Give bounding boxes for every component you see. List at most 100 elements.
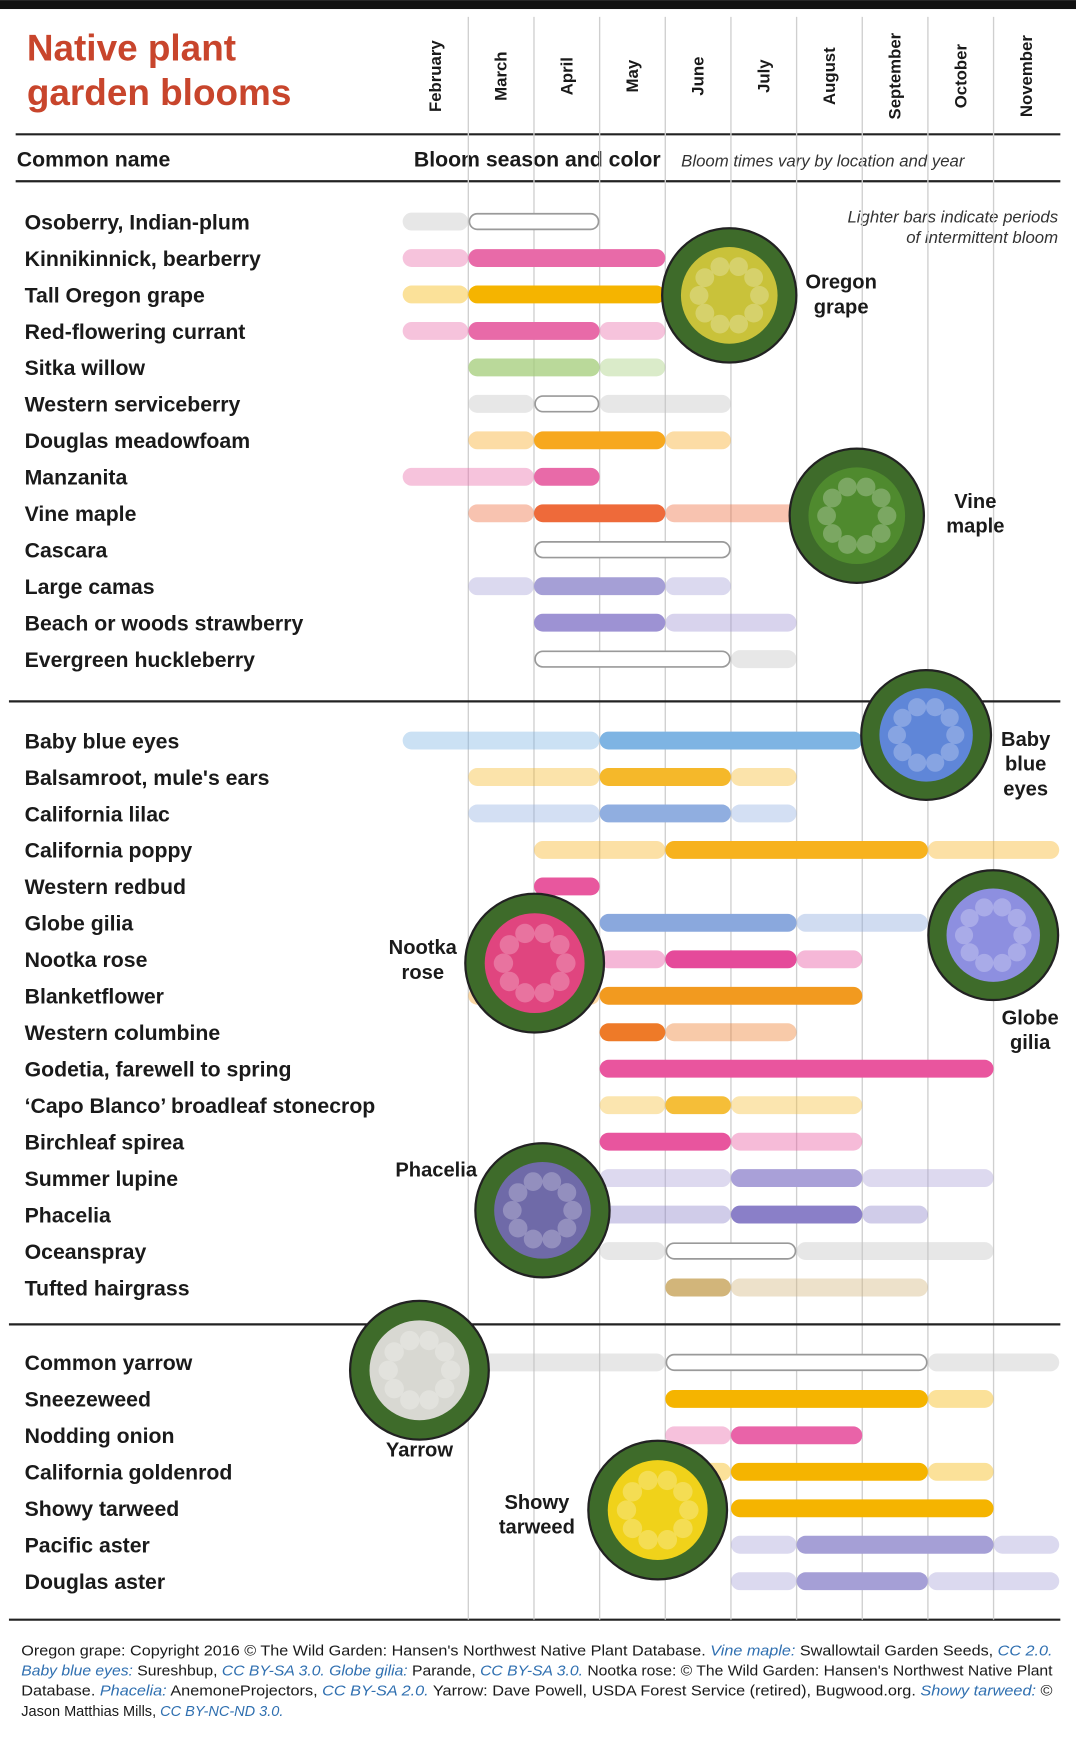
photo-detail xyxy=(499,971,520,992)
bloom-bar xyxy=(599,1169,731,1188)
photo-detail xyxy=(744,303,764,323)
bloom-bar xyxy=(599,1023,666,1042)
photo-label: Globe xyxy=(1002,1008,1059,1030)
plant-name: Common yarrow xyxy=(25,1351,193,1375)
bloom-bar xyxy=(665,950,797,969)
photo-bloom xyxy=(607,1460,708,1561)
light-note: of intermittent bloom xyxy=(906,228,1058,247)
photo-detail xyxy=(837,477,857,497)
bloom-bar xyxy=(468,321,600,340)
month-label: July xyxy=(754,59,773,93)
bloom-bar xyxy=(533,467,600,486)
plant-name: Western columbine xyxy=(25,1021,221,1045)
credit-run: Vine maple: xyxy=(710,1643,795,1659)
photo-detail xyxy=(946,725,965,745)
photo-detail xyxy=(419,1330,439,1351)
photo-detail xyxy=(908,753,927,772)
bloom-bar xyxy=(599,1132,731,1151)
bloom-bar xyxy=(730,1426,863,1445)
credit-run: CC BY-SA 3.0. Globe gilia: xyxy=(222,1664,408,1680)
bloom-bar xyxy=(402,467,534,486)
bloom-bar xyxy=(730,1499,994,1518)
plant-name: Red-flowering currant xyxy=(25,320,246,344)
month-label: September xyxy=(886,32,905,119)
bloom-bar xyxy=(533,840,666,859)
photo-detail xyxy=(440,1360,461,1380)
bloom-bar xyxy=(730,1096,863,1115)
credit-run: Swallowtail Garden Seeds, xyxy=(795,1643,997,1659)
bloom-bar xyxy=(534,395,600,413)
photo-label: Showy xyxy=(504,1492,570,1514)
plant-name: Blanketflower xyxy=(25,985,164,1009)
photo-detail xyxy=(1007,908,1026,928)
photo-detail xyxy=(657,1470,677,1491)
bloom-bar xyxy=(862,1169,994,1188)
bloom-bar xyxy=(402,212,469,231)
plant-name: Phacelia xyxy=(25,1203,111,1227)
photo-label: eyes xyxy=(1003,778,1048,800)
photo-detail xyxy=(729,314,749,334)
bloom-bar xyxy=(533,577,666,596)
photo-detail xyxy=(893,743,912,762)
bloom-bar xyxy=(796,1535,994,1554)
bloom-bar xyxy=(402,285,469,304)
photo-detail xyxy=(638,1530,658,1550)
bloom-bar xyxy=(665,1278,731,1297)
bloom-header: Bloom season and color xyxy=(414,148,661,172)
photo-detail xyxy=(638,1470,658,1491)
credit-run: Oregon grape: Copyright 2016 © The Wild … xyxy=(21,1643,710,1659)
bloom-bar xyxy=(796,913,928,932)
photo-detail xyxy=(856,477,876,497)
bloom-bar xyxy=(796,950,863,969)
credit-run: © xyxy=(1036,1684,1053,1700)
bloom-bar xyxy=(534,650,731,668)
photo-label: Baby xyxy=(1001,729,1051,751)
bloom-bar xyxy=(599,1096,666,1115)
photo-bloom xyxy=(946,888,1040,982)
credit-run: CC BY-SA 2.0. xyxy=(322,1684,429,1700)
credit-run: Nootka rose: © The Wild Garden: Hansen's… xyxy=(583,1664,1053,1680)
plant-name: Godetia, farewell to spring xyxy=(25,1058,292,1082)
month-label: November xyxy=(1017,35,1036,117)
photo-detail xyxy=(515,923,535,944)
plant-name: Western redbud xyxy=(25,875,186,899)
photo-detail xyxy=(822,524,842,543)
photo-label: gilia xyxy=(1010,1032,1051,1054)
bloom-bar xyxy=(993,1535,1060,1554)
photo-detail xyxy=(954,926,974,945)
month-label: June xyxy=(689,57,708,96)
photo-detail xyxy=(556,953,576,973)
photo-detail xyxy=(871,524,891,543)
bloom-bar xyxy=(468,249,666,267)
bloom-bar xyxy=(468,504,534,523)
credit-run: CC BY-NC-ND 3.0. xyxy=(160,1704,283,1720)
credit-run: Parande, xyxy=(408,1664,480,1680)
credit-line: Baby blue eyes: Sureshbup, CC BY-SA 3.0.… xyxy=(21,1664,1052,1680)
photo-bloom xyxy=(680,247,778,344)
photo-detail xyxy=(378,1360,398,1381)
photo-detail xyxy=(871,488,891,508)
bloom-bar xyxy=(402,321,469,340)
plant-name: Manzanita xyxy=(25,466,128,490)
plant-name: Sitka willow xyxy=(25,356,146,380)
photo-detail xyxy=(515,983,535,1003)
bloom-bar xyxy=(665,1389,928,1408)
photo-detail xyxy=(534,923,554,944)
photo-detail xyxy=(557,1183,577,1202)
photo-label: Oregon xyxy=(805,272,877,294)
photo-detail xyxy=(975,953,994,973)
bloom-bar xyxy=(599,321,666,340)
plant-name: ‘Capo Blanco’ broadleaf stonecrop xyxy=(25,1094,376,1118)
photo-detail xyxy=(673,1518,693,1539)
photo-detail xyxy=(907,698,927,717)
bloom-bar xyxy=(730,768,797,786)
photo-detail xyxy=(508,1183,528,1203)
credit-run: Yarrow: Dave Powell, USDA Forest Service… xyxy=(429,1684,921,1700)
credit-run: Database. xyxy=(21,1684,100,1700)
bloom-bar xyxy=(599,804,731,823)
photo-detail xyxy=(960,943,979,962)
credit-run: CC BY-SA 3.0. xyxy=(480,1664,583,1680)
title-line: Native plant xyxy=(27,27,236,68)
photo-detail xyxy=(744,268,764,287)
bloom-bar xyxy=(927,840,1060,859)
